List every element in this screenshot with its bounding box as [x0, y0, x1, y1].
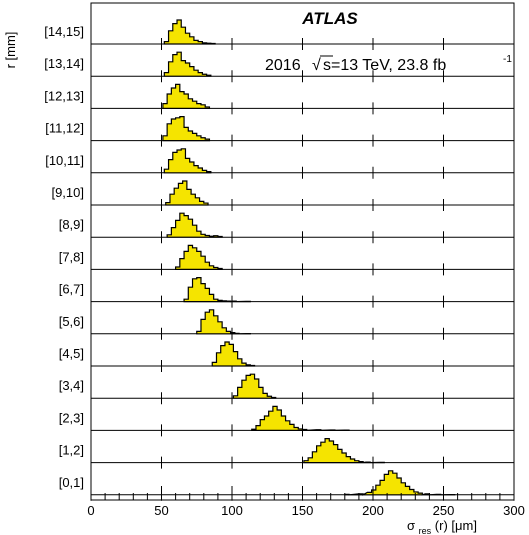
histogram-bars	[196, 309, 251, 335]
row-label: [7,8]	[59, 249, 84, 264]
y-axis-label: r [mm]	[3, 32, 18, 69]
x-tick-label: 200	[362, 503, 384, 518]
histogram-row: [0,1]	[59, 470, 515, 501]
row-label: [12,13]	[44, 88, 84, 103]
histogram-row: [12,13]	[44, 83, 515, 115]
histogram-bars	[162, 83, 211, 109]
row-label: [13,14]	[44, 56, 84, 71]
histogram-row: [9,10]	[51, 180, 515, 211]
year-text: 2016	[265, 57, 301, 74]
histogram-bars	[344, 470, 456, 496]
histogram-bars	[183, 277, 251, 303]
x-tick-label: 150	[292, 503, 314, 518]
histogram-rows: [14,15] [13,14] [12,13] [11,12] [10,11] [9,10…	[44, 19, 515, 501]
histogram-bars	[163, 19, 216, 45]
histogram-bars	[162, 116, 211, 142]
histogram-bars	[303, 438, 385, 464]
histogram-row: [5,6]	[59, 309, 515, 340]
histogram-row: [2,3]	[59, 405, 515, 437]
histogram-row: [6,7]	[59, 277, 515, 308]
row-label: [8,9]	[59, 217, 84, 232]
sqrt-symbol: √	[312, 57, 321, 74]
row-label: [2,3]	[59, 410, 84, 425]
row-label: [5,6]	[59, 314, 84, 329]
x-axis-label-suffix: (r) [μm]	[435, 518, 477, 533]
histogram-row: [14,15]	[44, 19, 515, 50]
histogram-row: [4,5]	[59, 341, 515, 372]
histogram-bars	[166, 212, 223, 238]
histogram-row: [3,4]	[59, 373, 515, 405]
atlas-label: ATLAS	[301, 9, 358, 28]
histogram-row: [13,14]	[44, 51, 515, 83]
row-label: [3,4]	[59, 378, 84, 393]
histogram-bars	[175, 244, 223, 270]
x-axis-label-subscript: res	[419, 526, 432, 535]
histogram-bars	[165, 180, 209, 206]
x-axis-label: σ res (r) [μm]	[407, 518, 477, 535]
histogram-row: [11,12]	[45, 116, 515, 147]
row-label: [10,11]	[45, 153, 84, 168]
x-axis-label-sigma: σ	[407, 518, 415, 533]
histogram-bars	[163, 51, 212, 77]
row-label: [4,5]	[59, 346, 84, 361]
x-tick-label: 250	[433, 503, 455, 518]
histogram-bars	[232, 373, 277, 399]
x-tick-label: 50	[154, 503, 168, 518]
histogram-bars	[211, 341, 256, 367]
energy-text: s=13 TeV, 23.8 fb	[323, 57, 446, 74]
histogram-bars	[163, 148, 212, 174]
row-label: [0,1]	[59, 475, 84, 490]
row-label: [14,15]	[44, 24, 84, 39]
x-tick-label: 0	[87, 503, 94, 518]
histogram-row: [1,2]	[59, 438, 515, 469]
histogram-row: [8,9]	[59, 212, 515, 244]
x-tick-label: 100	[221, 503, 243, 518]
energy-lumi-label: 2016 √ s=13 TeV, 23.8 fb -1	[265, 54, 512, 74]
row-label: [6,7]	[59, 282, 84, 297]
x-tick-label: 300	[503, 503, 525, 518]
row-label: [9,10]	[51, 185, 84, 200]
x-axis-ticks: 0 50 100 150 200 250 300	[87, 486, 525, 518]
histogram-bars	[251, 405, 350, 432]
row-label: [11,12]	[45, 121, 84, 136]
row-label: [1,2]	[59, 443, 84, 458]
histogram-row: [7,8]	[59, 244, 515, 276]
lumi-exponent: -1	[503, 54, 512, 65]
histogram-row: [10,11]	[45, 148, 515, 179]
